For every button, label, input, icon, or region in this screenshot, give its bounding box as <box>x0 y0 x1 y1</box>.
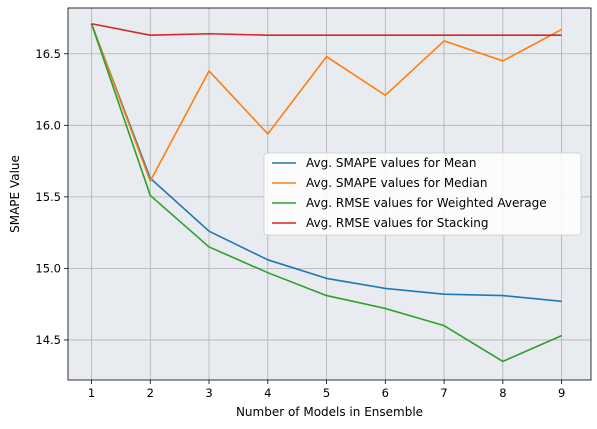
y-tick-label: 15.0 <box>35 261 61 275</box>
legend-entry-label: Avg. RMSE values for Stacking <box>306 216 489 230</box>
y-tick-label: 16.0 <box>35 118 61 132</box>
x-tick-label: 3 <box>205 386 212 400</box>
y-axis-label: SMAPE Value <box>8 155 22 233</box>
series-line-4 <box>91 22 562 36</box>
series-line-3 <box>90 23 562 363</box>
y-tick-label: 16.5 <box>35 47 61 61</box>
x-tick-label: 9 <box>558 386 565 400</box>
x-axis-ticks: 1 2 3 4 5 6 7 8 9 <box>88 380 565 400</box>
series-line-2 <box>90 23 562 182</box>
x-axis-label: Number of Models in Ensemble <box>236 405 423 419</box>
legend-entry-label: Avg. RMSE values for Weighted Average <box>306 196 547 210</box>
x-tick-label: 6 <box>382 386 389 400</box>
legend-entry-label: Avg. SMAPE values for Mean <box>306 156 477 170</box>
x-tick-label: 2 <box>147 386 154 400</box>
x-tick-label: 8 <box>499 386 506 400</box>
grid-lines <box>68 8 591 380</box>
series-lines <box>90 22 562 363</box>
y-axis-ticks: 14.5 15.0 15.5 16.0 16.5 <box>35 47 68 347</box>
legend: Avg. SMAPE values for Mean Avg. SMAPE val… <box>263 152 582 236</box>
plot-frame <box>67 7 592 381</box>
x-tick-label: 4 <box>264 386 271 400</box>
x-tick-label: 1 <box>88 386 95 400</box>
y-tick-label: 15.5 <box>35 190 61 204</box>
legend-box <box>263 152 582 236</box>
x-tick-label: 7 <box>440 386 447 400</box>
y-tick-label: 14.5 <box>35 333 61 347</box>
legend-entry-label: Avg. SMAPE values for Median <box>306 176 487 190</box>
series-line-1 <box>90 23 562 303</box>
x-tick-label: 5 <box>323 386 330 400</box>
